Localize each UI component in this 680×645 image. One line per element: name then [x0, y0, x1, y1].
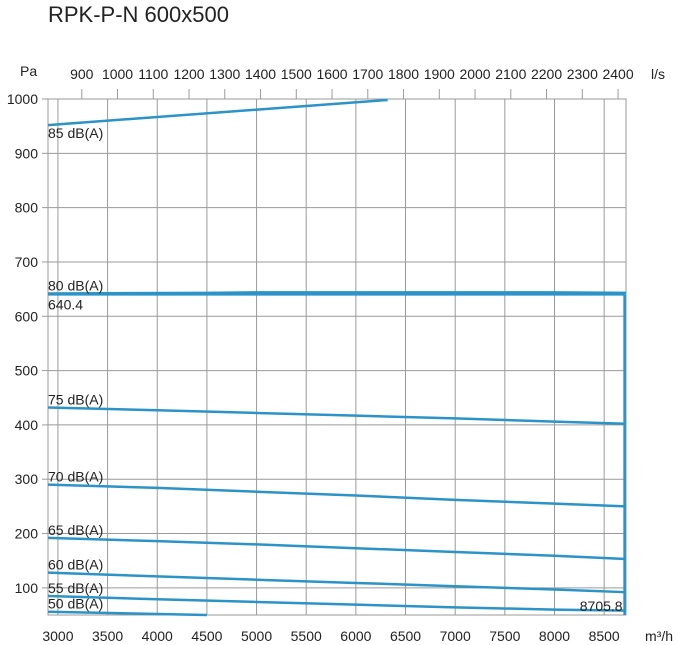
- series-label: 75 dB(A): [48, 392, 103, 408]
- x2-tick-label: 1800: [388, 66, 419, 82]
- series-label: 55 dB(A): [48, 580, 103, 596]
- y-tick-label: 500: [15, 363, 39, 379]
- x-tick-label: 4000: [142, 628, 173, 644]
- series-label: 85 dB(A): [48, 125, 103, 141]
- axis-ticks: 3000 3500 4000 4500 5000 5500 6000 6500 7000 7500…: [7, 66, 634, 644]
- op-x-label: 8705.8: [580, 598, 623, 614]
- x2-tick-label: 1400: [245, 66, 276, 82]
- chart-title: RPK-P-N 600x500: [48, 2, 229, 27]
- series-line: [47, 483, 627, 508]
- x-tick-label: 4500: [191, 628, 222, 644]
- series-line: [47, 536, 627, 561]
- x-tick-label: 6500: [390, 628, 421, 644]
- x-tick-label: 5000: [241, 628, 272, 644]
- y-tick-label: 400: [15, 417, 39, 433]
- x2-tick-label: 1600: [316, 66, 347, 82]
- x2-axis-unit: l/s: [651, 66, 665, 82]
- y-tick-label: 300: [15, 471, 39, 487]
- x-tick-label: 3000: [42, 628, 73, 644]
- x2-tick-label: 900: [70, 66, 94, 82]
- x2-tick-label: 2300: [567, 66, 598, 82]
- x-tick-label: 6000: [340, 628, 371, 644]
- series-label: 70 dB(A): [48, 469, 103, 485]
- plot-frame: [47, 98, 627, 616]
- series-line: [47, 610, 207, 617]
- y-tick-label: 800: [15, 200, 39, 216]
- x-tick-label: 3500: [92, 628, 123, 644]
- x2-tick-label: 1200: [173, 66, 204, 82]
- series-label: 80 dB(A): [48, 277, 103, 293]
- x2-tick-label: 1700: [352, 66, 383, 82]
- x-tick-label: 7000: [440, 628, 471, 644]
- y-tick-label: 700: [15, 254, 39, 270]
- x-tick-label: 8000: [539, 628, 570, 644]
- x2-tick-label: 1100: [138, 66, 168, 82]
- op-y-label: 640.4: [48, 296, 83, 312]
- x2-tick-label: 1300: [209, 66, 240, 82]
- y-axis-unit: Pa: [20, 63, 37, 79]
- x2-tick-label: 2200: [531, 66, 562, 82]
- x2-tick-label: 1900: [424, 66, 455, 82]
- series-line: [47, 594, 627, 612]
- series-line: [47, 406, 627, 426]
- series-label: 65 dB(A): [48, 522, 103, 538]
- y-tick-label: 200: [15, 526, 39, 542]
- x-tick-label: 8500: [589, 628, 620, 644]
- x-tick-label: 7500: [489, 628, 520, 644]
- x2-tick-label: 1000: [102, 66, 133, 82]
- x2-tick-label: 2000: [459, 66, 490, 82]
- series-line: [47, 571, 627, 594]
- series-label: 60 dB(A): [48, 557, 103, 573]
- series-line: [47, 291, 627, 295]
- y-tick-label: 600: [15, 308, 39, 324]
- y-tick-label: 1000: [7, 91, 38, 107]
- series-labels: 85 dB(A) 80 dB(A) 75 dB(A) 70 dB(A) 65 dB(A)…: [48, 125, 623, 614]
- operating-point: [48, 293, 626, 615]
- grid: [42, 89, 627, 616]
- y-tick-label: 900: [15, 145, 39, 161]
- x2-tick-label: 2100: [495, 66, 526, 82]
- x-axis-unit: m³/h: [645, 628, 673, 644]
- series-lines: [47, 98, 627, 617]
- x-tick-label: 5500: [291, 628, 322, 644]
- series-label: 50 dB(A): [48, 596, 103, 612]
- x2-tick-label: 1500: [281, 66, 312, 82]
- y-tick-label: 100: [15, 580, 39, 596]
- series-line: [47, 98, 388, 127]
- x2-tick-label: 2400: [602, 66, 633, 82]
